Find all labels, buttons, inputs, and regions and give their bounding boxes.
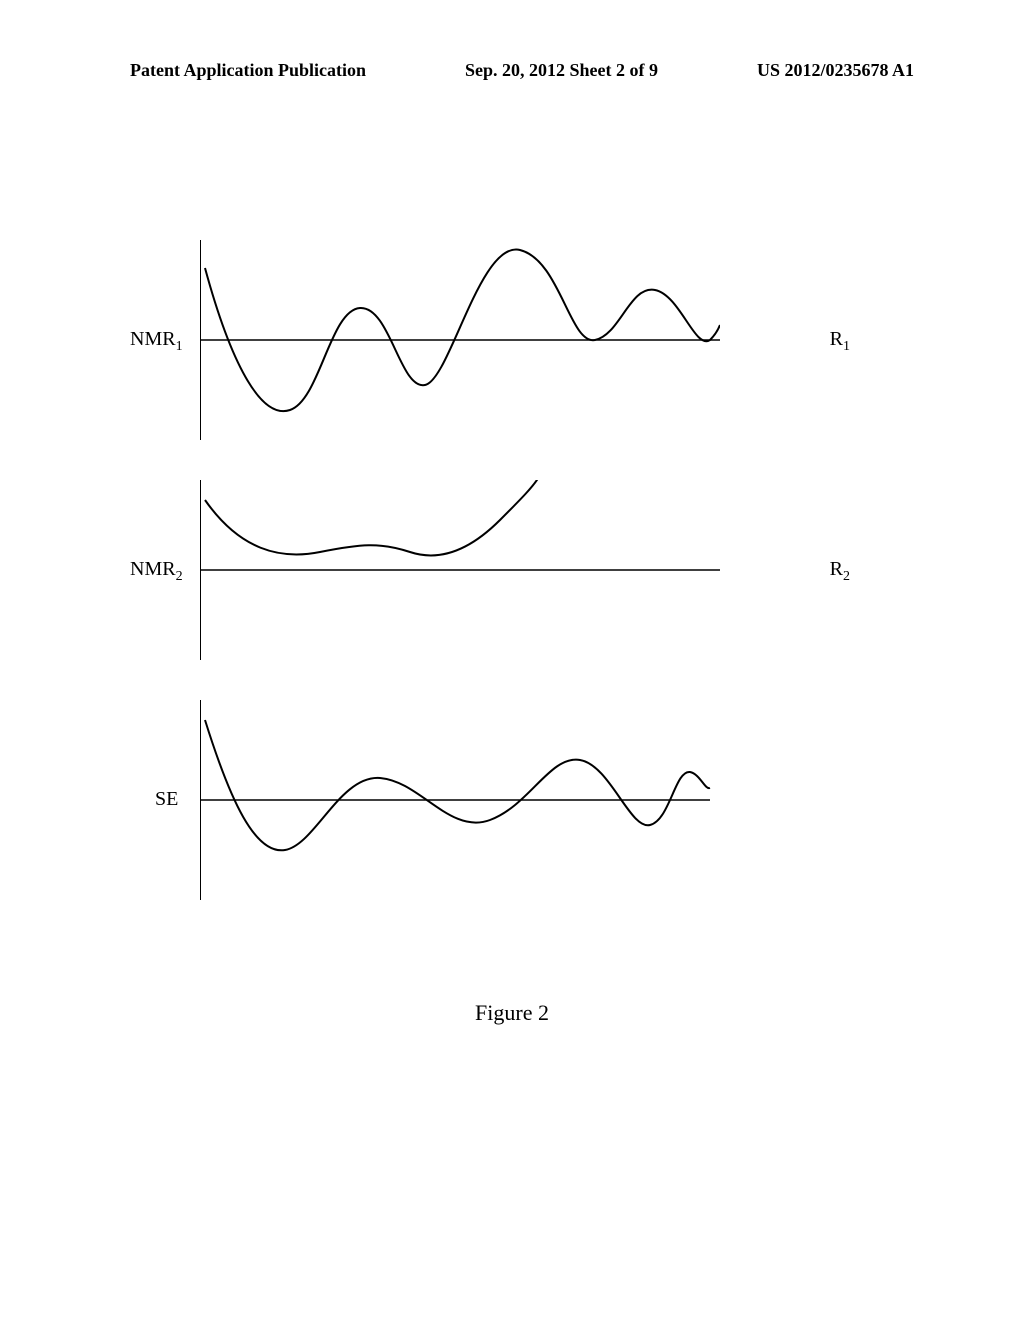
header-center: Sep. 20, 2012 Sheet 2 of 9 [465,60,658,81]
chart1-right-label: R1 [830,328,850,355]
chart2-right-label: R2 [830,558,850,585]
chart2-svg [200,480,720,660]
chart3-curve [205,720,710,850]
chart-se: SE [200,700,800,900]
chart-nmr1: NMR1 R1 [200,240,800,440]
charts-container: NMR1 R1 NMR2 R2 SE [200,240,800,940]
chart1-svg [200,240,720,440]
chart-nmr2: NMR2 R2 [200,480,800,660]
chart2-left-label: NMR2 [130,558,183,585]
figure-caption: Figure 2 [0,1000,1024,1026]
page-header: Patent Application Publication Sep. 20, … [0,60,1024,81]
chart3-left-label: SE [155,788,178,811]
header-right: US 2012/0235678 A1 [757,60,914,81]
header-left: Patent Application Publication [130,60,366,81]
chart1-curve [205,249,720,411]
chart1-left-label: NMR1 [130,328,183,355]
chart2-curve [205,480,540,555]
chart3-svg [200,700,720,900]
